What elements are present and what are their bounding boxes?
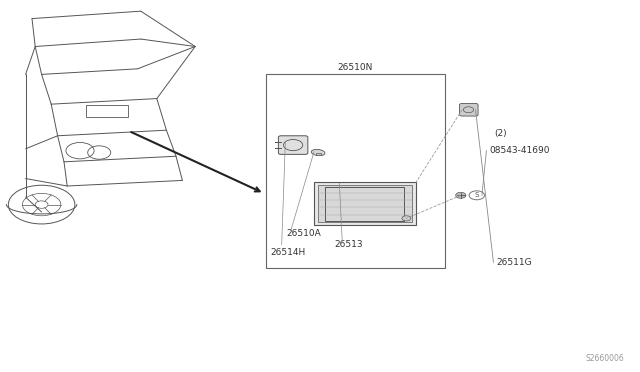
Text: S2660006: S2660006 xyxy=(585,354,624,363)
Text: 26514H: 26514H xyxy=(271,248,306,257)
FancyBboxPatch shape xyxy=(278,136,308,154)
Text: 08543-41690: 08543-41690 xyxy=(490,146,550,155)
Text: 26510N: 26510N xyxy=(337,63,373,72)
Text: S: S xyxy=(475,192,479,198)
Circle shape xyxy=(456,192,466,198)
Text: 26510A: 26510A xyxy=(286,229,321,238)
Bar xyxy=(325,187,404,221)
FancyBboxPatch shape xyxy=(460,103,478,116)
Bar xyxy=(266,74,445,268)
Text: 26513: 26513 xyxy=(334,240,363,249)
Ellipse shape xyxy=(311,150,325,155)
Bar xyxy=(318,185,412,222)
Bar xyxy=(316,153,321,155)
Text: 26511G: 26511G xyxy=(496,258,532,267)
Bar xyxy=(86,105,128,117)
Circle shape xyxy=(402,216,411,221)
Text: (2): (2) xyxy=(494,129,507,138)
Bar xyxy=(314,182,416,225)
